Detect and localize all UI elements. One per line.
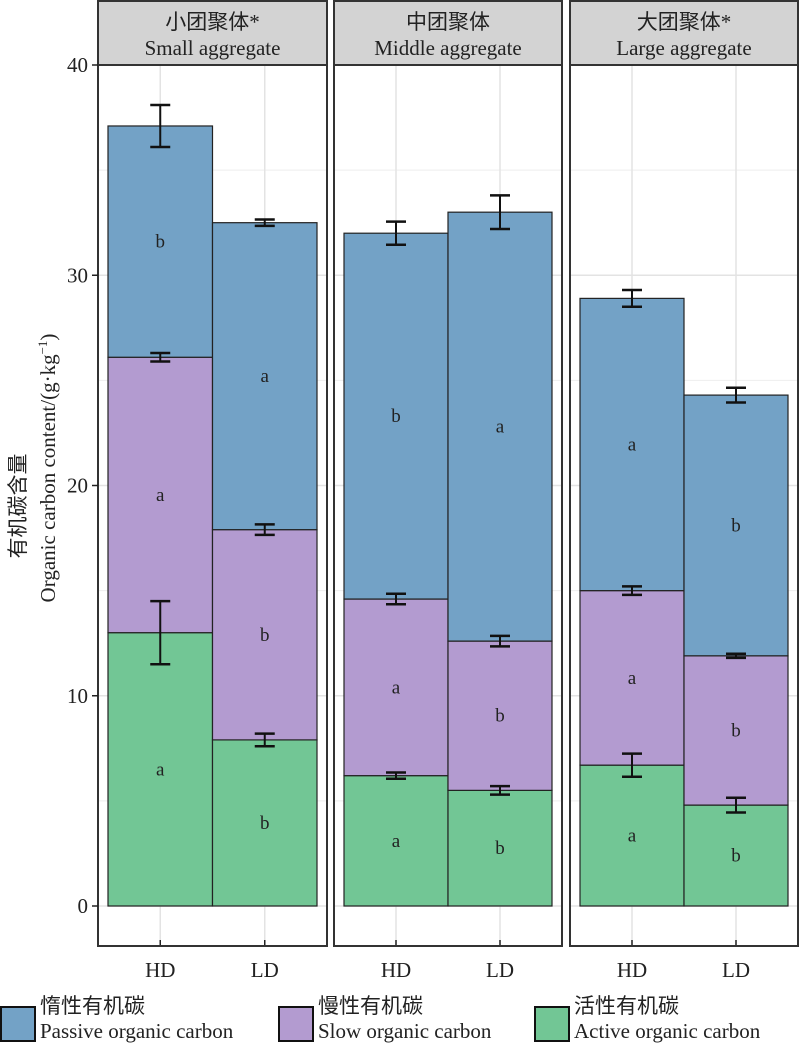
significance-letter-active: b <box>495 838 505 859</box>
facet-title-en: Large aggregate <box>616 36 751 60</box>
facet-strip <box>333 0 563 66</box>
significance-letter-active: b <box>260 813 270 834</box>
panel-border <box>333 64 563 947</box>
y-tick-label: 30 <box>67 263 88 287</box>
facet-title-cn: 大团聚体* <box>637 10 732 34</box>
bar-segment-active <box>683 804 789 907</box>
y-tick-label: 20 <box>67 474 88 498</box>
legend-label-passive-cn: 惰性有机碳 <box>40 994 145 1018</box>
significance-letter-passive: a <box>261 366 270 387</box>
x-tick-label: LD <box>722 958 750 982</box>
x-tick-label: HD <box>145 958 175 982</box>
significance-letter-active: a <box>392 831 401 852</box>
legend-label-passive: 惰性有机碳 Passive organic carbon <box>40 994 233 1044</box>
y-axis: 0 10 20 30 40 <box>67 53 98 918</box>
significance-letter-passive: a <box>628 435 637 456</box>
significance-letter-slow: b <box>495 706 505 727</box>
significance-letter-slow: b <box>731 720 741 741</box>
facet-title-en: Small aggregate <box>145 36 281 60</box>
y-axis-title-cn: 有机碳含量 <box>6 454 30 559</box>
legend-label-active-cn: 活性有机碳 <box>574 994 679 1018</box>
x-tick-label: LD <box>486 958 514 982</box>
legend-label-slow: 慢性有机碳 Slow organic carbon <box>318 994 491 1044</box>
legend-label-passive-en: Passive organic carbon <box>40 1019 234 1043</box>
y-axis-title-en: Organic carbon content/(g·kg−1) <box>35 334 60 603</box>
x-tick-label: HD <box>617 958 647 982</box>
y-axis-title-unit-superscript: −1 <box>35 341 50 355</box>
legend-swatch-active <box>534 1006 570 1042</box>
facet-title-en: Middle aggregate <box>374 36 522 60</box>
legend-label-active-en: Active organic carbon <box>574 1019 761 1043</box>
legend-item-active: 活性有机碳 Active organic carbon <box>534 994 760 1044</box>
y-axis-title-close: ) <box>36 334 60 341</box>
legend-swatch-passive <box>0 1006 36 1042</box>
legend-item-passive: 惰性有机碳 Passive organic carbon <box>0 994 233 1044</box>
y-tick-label: 0 <box>78 894 89 918</box>
y-axis-title-en-main: Organic carbon content/(g·kg <box>36 354 60 603</box>
significance-letter-active: a <box>628 826 637 847</box>
legend: 惰性有机碳 Passive organic carbon 慢性有机碳 Slow … <box>0 994 800 1056</box>
significance-letter-passive: b <box>731 515 741 536</box>
panel-border <box>97 64 328 947</box>
bar-segment-passive <box>211 222 318 531</box>
x-tick-label: HD <box>381 958 411 982</box>
legend-item-slow: 慢性有机碳 Slow organic carbon <box>278 994 491 1044</box>
bar-segment-active <box>447 789 553 907</box>
legend-swatch-slow <box>278 1006 314 1042</box>
bar-segment-slow <box>107 356 214 634</box>
significance-letter-active: b <box>731 846 741 867</box>
bar-segment-active <box>211 739 318 907</box>
facet-panel: 小团聚体*Small aggregate a a b HD b b a LD <box>97 0 328 982</box>
bar-segment-slow <box>683 655 789 806</box>
legend-label-slow-cn: 慢性有机碳 <box>318 994 423 1018</box>
facet-title-cn: 小团聚体* <box>165 10 260 34</box>
bar-segment-passive <box>343 232 449 600</box>
facet-strip <box>569 0 799 66</box>
significance-letter-active: a <box>156 759 165 780</box>
bar-segment-slow <box>343 598 449 777</box>
bar-segment-passive <box>579 297 685 592</box>
facet-strip <box>97 0 328 66</box>
panel-border <box>569 64 799 947</box>
significance-letter-slow: a <box>392 677 401 698</box>
significance-letter-slow: a <box>156 485 165 506</box>
significance-letter-passive: b <box>156 232 166 253</box>
bar-segment-active <box>579 764 685 907</box>
x-tick-label: LD <box>251 958 279 982</box>
legend-label-active: 活性有机碳 Active organic carbon <box>574 994 760 1044</box>
facets-layer: 小团聚体*Small aggregateaabHDbbaLD中团聚体Middle… <box>97 0 799 982</box>
significance-letter-slow: b <box>260 625 270 646</box>
bar-segment-slow <box>447 640 553 791</box>
bar-segment-slow <box>211 529 318 741</box>
facet-panel: 大团聚体*Large aggregate a a a HD b b b LD <box>569 0 799 982</box>
significance-letter-slow: a <box>628 668 637 689</box>
y-tick-label: 40 <box>67 53 88 77</box>
y-tick-label: 10 <box>67 684 88 708</box>
significance-letter-passive: a <box>496 417 505 438</box>
facet-title-cn: 中团聚体 <box>406 10 490 34</box>
y-axis-title: 有机碳含量 Organic carbon content/(g·kg−1) <box>6 334 60 603</box>
legend-label-slow-en: Slow organic carbon <box>318 1019 492 1043</box>
significance-letter-passive: b <box>391 406 401 427</box>
stacked-bar-chart: 小团聚体*Small aggregateaabHDbbaLD中团聚体Middle… <box>6 0 799 982</box>
